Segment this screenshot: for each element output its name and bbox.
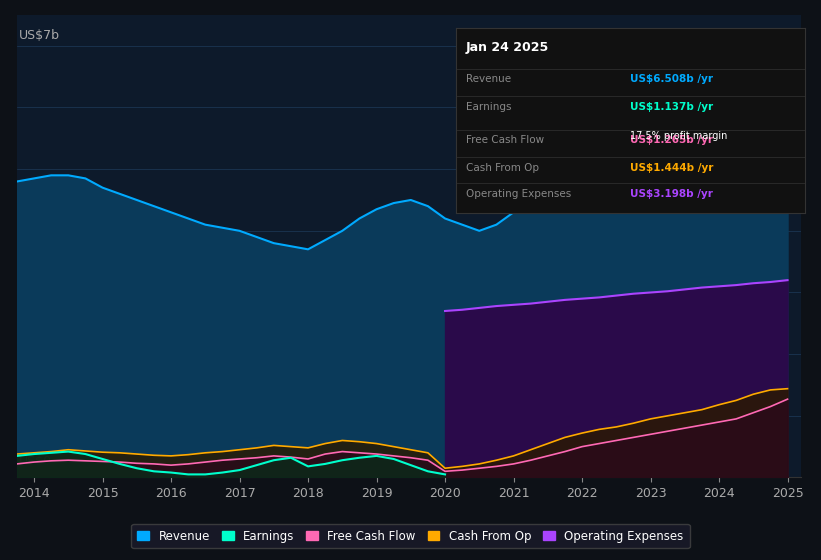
Text: Operating Expenses: Operating Expenses: [466, 189, 571, 199]
Text: US$0: US$0: [19, 455, 52, 468]
Text: Free Cash Flow: Free Cash Flow: [466, 135, 544, 145]
Text: US$3.198b /yr: US$3.198b /yr: [631, 189, 713, 199]
Text: US$7b: US$7b: [19, 29, 59, 42]
Text: US$6.508b /yr: US$6.508b /yr: [631, 74, 713, 84]
Text: Earnings: Earnings: [466, 102, 511, 112]
Text: Cash From Op: Cash From Op: [466, 163, 539, 173]
Text: Jan 24 2025: Jan 24 2025: [466, 41, 549, 54]
Text: US$1.444b /yr: US$1.444b /yr: [631, 163, 713, 173]
Legend: Revenue, Earnings, Free Cash Flow, Cash From Op, Operating Expenses: Revenue, Earnings, Free Cash Flow, Cash …: [131, 524, 690, 548]
Text: Revenue: Revenue: [466, 74, 511, 84]
Text: 17.5% profit margin: 17.5% profit margin: [631, 132, 727, 142]
Text: US$1.137b /yr: US$1.137b /yr: [631, 102, 713, 112]
Text: US$1.265b /yr: US$1.265b /yr: [631, 135, 713, 145]
